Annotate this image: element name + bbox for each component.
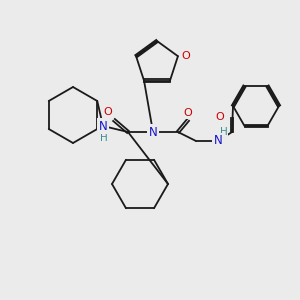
Text: N: N [214,134,222,148]
Text: N: N [99,119,107,133]
Text: H: H [220,127,228,137]
Text: O: O [215,112,224,122]
Text: O: O [103,107,112,117]
Text: N: N [148,125,158,139]
Text: H: H [100,133,108,143]
Text: O: O [184,108,192,118]
Text: O: O [181,51,190,61]
